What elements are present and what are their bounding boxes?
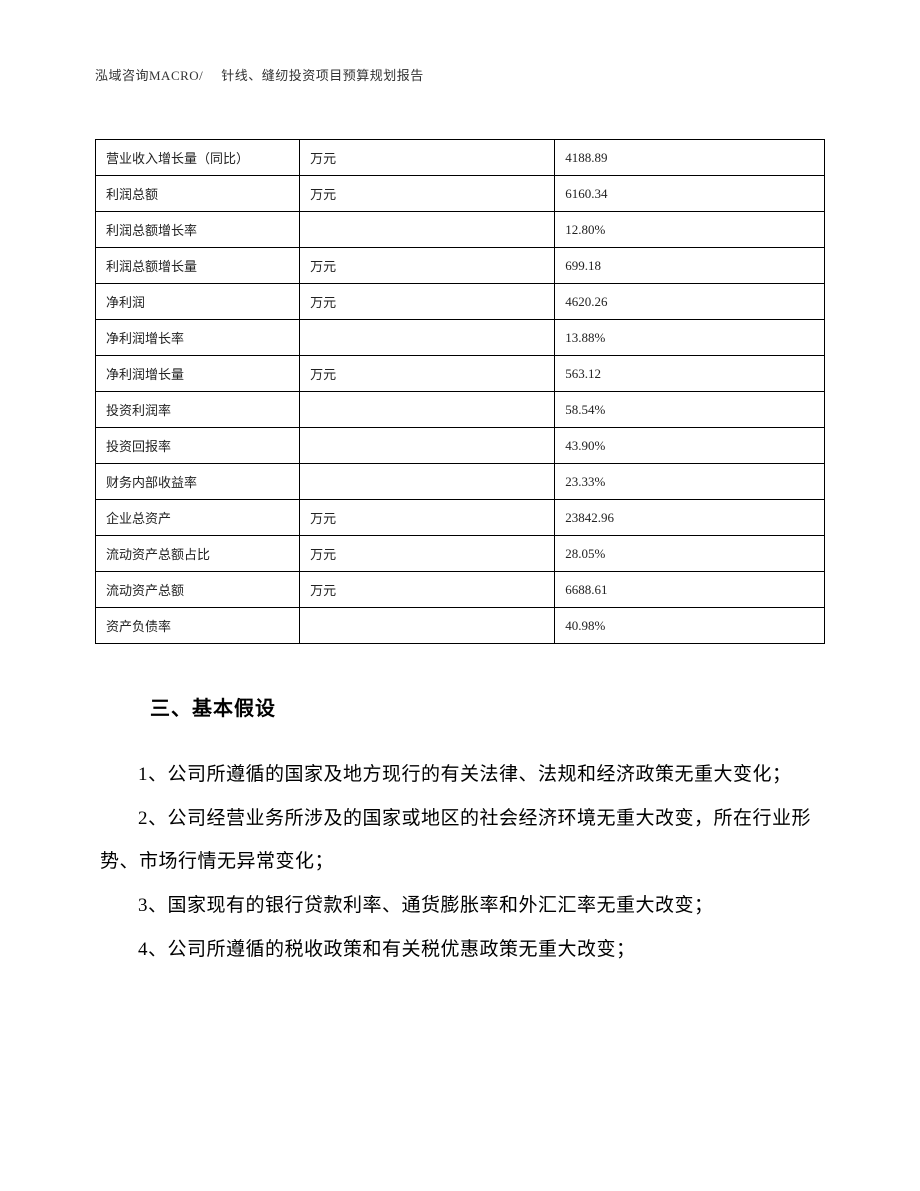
header-company: 泓域咨询MACRO/ bbox=[95, 68, 203, 83]
table-cell: 23842.96 bbox=[555, 500, 825, 536]
table-cell: 4188.89 bbox=[555, 140, 825, 176]
table-body: 营业收入增长量（同比） 万元 4188.89 利润总额 万元 6160.34 利… bbox=[96, 140, 825, 644]
table-cell bbox=[300, 428, 555, 464]
table-cell: 6688.61 bbox=[555, 572, 825, 608]
table-cell: 投资回报率 bbox=[96, 428, 300, 464]
table-cell: 6160.34 bbox=[555, 176, 825, 212]
paragraph-2: 2、公司经营业务所涉及的国家或地区的社会经济环境无重大改变，所在行业形势、市场行… bbox=[100, 797, 820, 884]
table-cell: 资产负债率 bbox=[96, 608, 300, 644]
table-cell bbox=[300, 212, 555, 248]
table-cell bbox=[300, 608, 555, 644]
table-row: 资产负债率 40.98% bbox=[96, 608, 825, 644]
table-cell: 万元 bbox=[300, 248, 555, 284]
table-cell: 营业收入增长量（同比） bbox=[96, 140, 300, 176]
table-cell: 净利润增长率 bbox=[96, 320, 300, 356]
financial-table: 营业收入增长量（同比） 万元 4188.89 利润总额 万元 6160.34 利… bbox=[95, 139, 825, 644]
table-row: 流动资产总额占比 万元 28.05% bbox=[96, 536, 825, 572]
table-cell: 万元 bbox=[300, 284, 555, 320]
table-cell: 23.33% bbox=[555, 464, 825, 500]
table-cell: 13.88% bbox=[555, 320, 825, 356]
table-cell: 万元 bbox=[300, 572, 555, 608]
table-row: 企业总资产 万元 23842.96 bbox=[96, 500, 825, 536]
table-cell: 利润总额增长率 bbox=[96, 212, 300, 248]
paragraph-1: 1、公司所遵循的国家及地方现行的有关法律、法规和经济政策无重大变化； bbox=[100, 753, 820, 797]
table-cell: 投资利润率 bbox=[96, 392, 300, 428]
table-row: 投资回报率 43.90% bbox=[96, 428, 825, 464]
table-cell: 净利润增长量 bbox=[96, 356, 300, 392]
section-heading: 三、基本假设 bbox=[150, 692, 825, 721]
table-cell bbox=[300, 320, 555, 356]
table-cell bbox=[300, 392, 555, 428]
table-row: 营业收入增长量（同比） 万元 4188.89 bbox=[96, 140, 825, 176]
table-row: 利润总额增长量 万元 699.18 bbox=[96, 248, 825, 284]
table-cell: 万元 bbox=[300, 356, 555, 392]
header-title: 针线、缝纫投资项目预算规划报告 bbox=[221, 68, 424, 83]
table-row: 财务内部收益率 23.33% bbox=[96, 464, 825, 500]
paragraph-4: 4、公司所遵循的税收政策和有关税优惠政策无重大改变； bbox=[100, 928, 820, 972]
table-row: 流动资产总额 万元 6688.61 bbox=[96, 572, 825, 608]
table-row: 利润总额增长率 12.80% bbox=[96, 212, 825, 248]
table-cell: 699.18 bbox=[555, 248, 825, 284]
table-row: 投资利润率 58.54% bbox=[96, 392, 825, 428]
table-cell: 万元 bbox=[300, 140, 555, 176]
table-cell: 万元 bbox=[300, 536, 555, 572]
table-cell: 万元 bbox=[300, 176, 555, 212]
table-cell: 流动资产总额 bbox=[96, 572, 300, 608]
table-cell: 万元 bbox=[300, 500, 555, 536]
table-cell: 企业总资产 bbox=[96, 500, 300, 536]
table-cell: 28.05% bbox=[555, 536, 825, 572]
table-cell: 563.12 bbox=[555, 356, 825, 392]
table-row: 利润总额 万元 6160.34 bbox=[96, 176, 825, 212]
page-header: 泓域咨询MACRO/针线、缝纫投资项目预算规划报告 bbox=[95, 65, 825, 84]
table-cell: 12.80% bbox=[555, 212, 825, 248]
paragraph-3: 3、国家现有的银行贷款利率、通货膨胀率和外汇汇率无重大改变； bbox=[100, 884, 820, 928]
table-cell: 流动资产总额占比 bbox=[96, 536, 300, 572]
table-cell: 4620.26 bbox=[555, 284, 825, 320]
table-row: 净利润 万元 4620.26 bbox=[96, 284, 825, 320]
table-cell: 58.54% bbox=[555, 392, 825, 428]
table-row: 净利润增长率 13.88% bbox=[96, 320, 825, 356]
table-cell: 43.90% bbox=[555, 428, 825, 464]
table-cell: 40.98% bbox=[555, 608, 825, 644]
table-cell: 利润总额增长量 bbox=[96, 248, 300, 284]
table-cell: 财务内部收益率 bbox=[96, 464, 300, 500]
table-row: 净利润增长量 万元 563.12 bbox=[96, 356, 825, 392]
table-cell bbox=[300, 464, 555, 500]
table-cell: 净利润 bbox=[96, 284, 300, 320]
table-cell: 利润总额 bbox=[96, 176, 300, 212]
